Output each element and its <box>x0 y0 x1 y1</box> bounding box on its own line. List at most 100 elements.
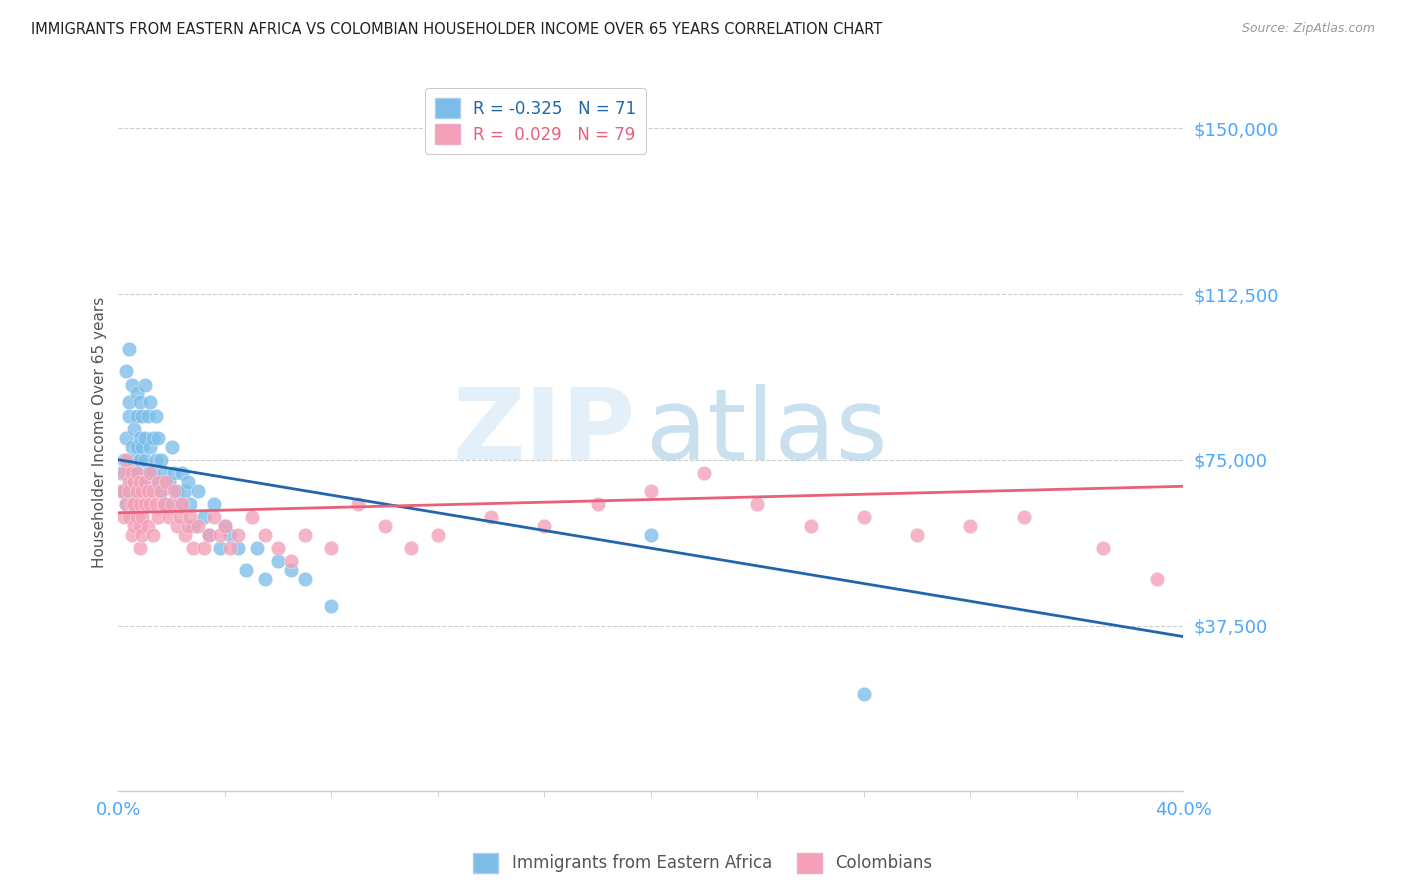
Point <box>142 431 165 445</box>
Legend: R = -0.325   N = 71, R =  0.029   N = 79: R = -0.325 N = 71, R = 0.029 N = 79 <box>425 88 647 153</box>
Point <box>163 466 186 480</box>
Point <box>125 386 148 401</box>
Point <box>118 395 141 409</box>
Point <box>124 519 146 533</box>
Point <box>125 466 148 480</box>
Point <box>246 541 269 556</box>
Point <box>150 483 173 498</box>
Point <box>148 475 170 489</box>
Point <box>118 510 141 524</box>
Point <box>1146 572 1168 586</box>
Point <box>852 687 875 701</box>
Point <box>166 519 188 533</box>
Point <box>226 541 249 556</box>
Point <box>139 497 162 511</box>
Point <box>112 466 135 480</box>
Point <box>110 483 132 498</box>
Point <box>142 483 165 498</box>
Point <box>321 599 343 613</box>
Point <box>139 440 162 454</box>
Point <box>253 572 276 586</box>
Point <box>134 377 156 392</box>
Point <box>533 519 555 533</box>
Point <box>172 466 194 480</box>
Point <box>131 409 153 423</box>
Point <box>169 510 191 524</box>
Point <box>110 466 132 480</box>
Point <box>148 431 170 445</box>
Point <box>148 475 170 489</box>
Point <box>160 497 183 511</box>
Point <box>134 431 156 445</box>
Point <box>112 510 135 524</box>
Point <box>426 528 449 542</box>
Point <box>160 440 183 454</box>
Point <box>148 510 170 524</box>
Point <box>118 466 141 480</box>
Point <box>134 452 156 467</box>
Point <box>235 563 257 577</box>
Point <box>187 483 209 498</box>
Point <box>131 528 153 542</box>
Point <box>401 541 423 556</box>
Point <box>586 497 609 511</box>
Point <box>294 572 316 586</box>
Point <box>112 483 135 498</box>
Point <box>139 395 162 409</box>
Point <box>640 528 662 542</box>
Point <box>150 483 173 498</box>
Point <box>134 497 156 511</box>
Point <box>131 475 153 489</box>
Point <box>124 483 146 498</box>
Point <box>118 409 141 423</box>
Point <box>321 541 343 556</box>
Point <box>226 528 249 542</box>
Point <box>118 483 141 498</box>
Point <box>152 497 174 511</box>
Point <box>121 497 143 511</box>
Point <box>747 497 769 511</box>
Point <box>157 475 180 489</box>
Point <box>202 510 225 524</box>
Legend: Immigrants from Eastern Africa, Colombians: Immigrants from Eastern Africa, Colombia… <box>467 847 939 880</box>
Point <box>155 475 177 489</box>
Point <box>139 466 162 480</box>
Point <box>800 519 823 533</box>
Point <box>179 497 201 511</box>
Point <box>115 497 138 511</box>
Point <box>136 519 159 533</box>
Point <box>187 519 209 533</box>
Point <box>125 466 148 480</box>
Text: ZIP: ZIP <box>451 384 636 481</box>
Point <box>128 497 150 511</box>
Point <box>267 554 290 568</box>
Point <box>181 541 204 556</box>
Point <box>152 466 174 480</box>
Point <box>118 475 141 489</box>
Point <box>121 528 143 542</box>
Point <box>134 475 156 489</box>
Point <box>145 452 167 467</box>
Point <box>121 466 143 480</box>
Point <box>1012 510 1035 524</box>
Point <box>166 483 188 498</box>
Point <box>125 510 148 524</box>
Point <box>174 528 197 542</box>
Point <box>125 409 148 423</box>
Point <box>193 510 215 524</box>
Point <box>115 431 138 445</box>
Point <box>179 510 201 524</box>
Point <box>128 452 150 467</box>
Point <box>172 497 194 511</box>
Point <box>163 483 186 498</box>
Text: IMMIGRANTS FROM EASTERN AFRICA VS COLOMBIAN HOUSEHOLDER INCOME OVER 65 YEARS COR: IMMIGRANTS FROM EASTERN AFRICA VS COLOMB… <box>31 22 882 37</box>
Point <box>128 519 150 533</box>
Point <box>219 528 242 542</box>
Point <box>198 528 221 542</box>
Point <box>905 528 928 542</box>
Point <box>124 475 146 489</box>
Text: Source: ZipAtlas.com: Source: ZipAtlas.com <box>1241 22 1375 36</box>
Point <box>253 528 276 542</box>
Point <box>136 409 159 423</box>
Point <box>198 528 221 542</box>
